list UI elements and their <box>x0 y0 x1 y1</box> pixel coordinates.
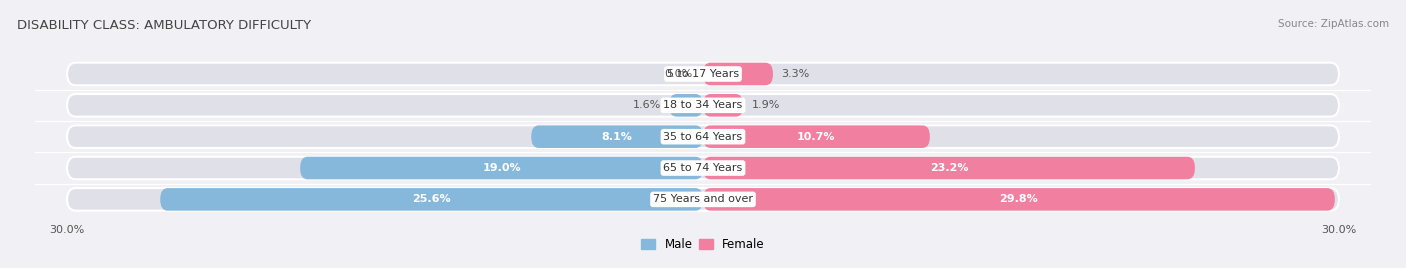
Text: 3.3%: 3.3% <box>782 69 810 79</box>
Text: 35 to 64 Years: 35 to 64 Years <box>664 132 742 142</box>
FancyBboxPatch shape <box>67 125 1339 148</box>
Text: DISABILITY CLASS: AMBULATORY DIFFICULTY: DISABILITY CLASS: AMBULATORY DIFFICULTY <box>17 19 311 32</box>
FancyBboxPatch shape <box>703 188 1334 211</box>
Text: 0.0%: 0.0% <box>664 69 692 79</box>
Text: Source: ZipAtlas.com: Source: ZipAtlas.com <box>1278 19 1389 29</box>
Text: 1.9%: 1.9% <box>752 100 780 110</box>
Text: 75 Years and over: 75 Years and over <box>652 194 754 204</box>
FancyBboxPatch shape <box>299 157 703 179</box>
FancyBboxPatch shape <box>67 63 1339 85</box>
Text: 10.7%: 10.7% <box>797 132 835 142</box>
FancyBboxPatch shape <box>67 188 1339 211</box>
Legend: Male, Female: Male, Female <box>637 233 769 255</box>
Text: 23.2%: 23.2% <box>929 163 969 173</box>
FancyBboxPatch shape <box>703 157 1195 179</box>
Text: 8.1%: 8.1% <box>602 132 633 142</box>
FancyBboxPatch shape <box>67 94 1339 117</box>
FancyBboxPatch shape <box>669 94 703 117</box>
Text: 29.8%: 29.8% <box>1000 194 1038 204</box>
FancyBboxPatch shape <box>531 125 703 148</box>
FancyBboxPatch shape <box>67 157 1339 179</box>
Text: 65 to 74 Years: 65 to 74 Years <box>664 163 742 173</box>
FancyBboxPatch shape <box>703 94 744 117</box>
Text: 19.0%: 19.0% <box>482 163 520 173</box>
Text: 1.6%: 1.6% <box>633 100 661 110</box>
Text: 25.6%: 25.6% <box>412 194 451 204</box>
FancyBboxPatch shape <box>160 188 703 211</box>
Text: 5 to 17 Years: 5 to 17 Years <box>666 69 740 79</box>
Text: 18 to 34 Years: 18 to 34 Years <box>664 100 742 110</box>
FancyBboxPatch shape <box>703 125 929 148</box>
FancyBboxPatch shape <box>703 63 773 85</box>
